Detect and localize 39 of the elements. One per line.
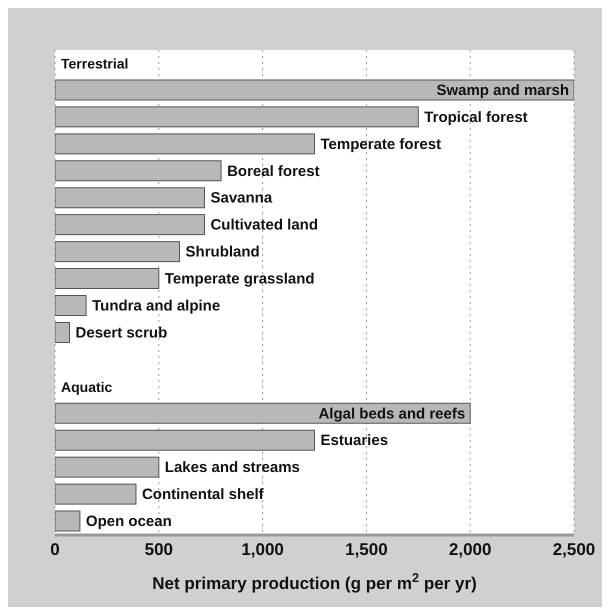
y-tick-label: Algal beds and reefs xyxy=(318,405,466,422)
y-tick-label: Temperate forest xyxy=(320,136,442,153)
bar xyxy=(55,241,180,262)
bar xyxy=(55,295,87,316)
bar xyxy=(55,106,419,128)
y-tick-label: Aquatic xyxy=(61,378,113,395)
y-tick-label: Swamp and marsh xyxy=(436,82,569,99)
bar xyxy=(55,322,70,343)
bar xyxy=(55,187,205,208)
bar xyxy=(55,510,80,532)
bar xyxy=(55,160,222,182)
y-tick-label: Shrubland xyxy=(186,244,260,261)
y-tick-label: Open ocean xyxy=(86,513,172,530)
y-tick-label: Temperate grassland xyxy=(164,270,315,288)
bar xyxy=(55,79,574,100)
x-tick-label: 0 xyxy=(50,540,60,560)
x-tick-label: 2,500 xyxy=(552,540,596,560)
x-tick-label: 1,000 xyxy=(241,540,284,560)
x-tick-label: 2,000 xyxy=(448,540,492,560)
bar xyxy=(55,214,205,236)
x-tick-label: 1,500 xyxy=(345,540,388,560)
bar xyxy=(55,402,471,424)
y-tick-label: Tropical forest xyxy=(424,108,528,126)
bar xyxy=(55,133,315,154)
bar xyxy=(55,484,136,505)
y-tick-label: Savanna xyxy=(210,190,273,207)
bar xyxy=(55,268,160,290)
y-tick-label: Desert scrub xyxy=(76,324,168,342)
y-tick-label: Estuaries xyxy=(320,432,388,450)
bar xyxy=(55,430,315,451)
y-tick-label: Tundra and alpine xyxy=(92,297,220,314)
y-tick-label: Continental shelf xyxy=(142,486,265,504)
y-tick-label: Boreal forest xyxy=(227,162,320,180)
x-axis-title: Net primary production (g per m$^{2}$ per yr) xyxy=(152,570,477,593)
y-tick-label: Lakes and streams xyxy=(164,459,300,476)
y-tick-label: Terrestrial xyxy=(61,55,128,72)
bar xyxy=(55,456,160,478)
x-tick-label: 500 xyxy=(144,540,173,560)
y-tick-label: Cultivated land xyxy=(210,216,318,234)
